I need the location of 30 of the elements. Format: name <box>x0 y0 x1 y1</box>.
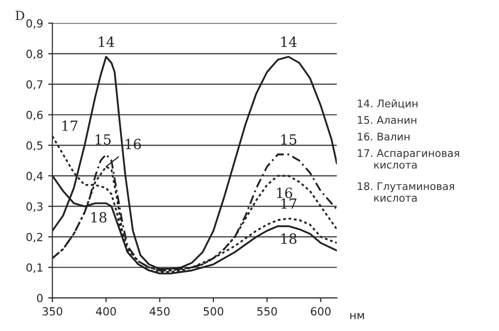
text: 14. Лейцин <box>358 99 418 109</box>
x-tick-label: 600 <box>310 307 331 316</box>
y-tick-label: 0,8 <box>26 50 43 60</box>
series-label: 16 <box>277 188 292 198</box>
x-tick-label: 400 <box>96 307 116 316</box>
x-tick-label: 450 <box>150 307 170 316</box>
y-tick-label: 0,7 <box>26 80 42 90</box>
text: 17. Аспарагиновая кислота <box>358 149 460 169</box>
y-tick-label: 0,1 <box>26 263 42 273</box>
text: 15. Аланин <box>358 116 416 124</box>
text: 17 <box>62 120 78 131</box>
x-axis-title: нм <box>350 313 364 320</box>
text: 16. Валин <box>358 132 410 140</box>
x-tick-label: 500 <box>204 307 224 316</box>
y-tick-label: 0,5 <box>26 141 42 151</box>
y-tick-label: 0,9 <box>26 19 43 29</box>
text: 18. Глутаминовая кислота <box>358 182 454 202</box>
series-label: 14 <box>281 36 297 47</box>
y-tick-label: 0,6 <box>26 110 43 120</box>
y-axis-title: D <box>16 10 24 20</box>
y-tick-label: 0,3 <box>26 202 42 212</box>
x-tick-label: 550 <box>257 307 277 316</box>
text: 14 <box>98 36 114 47</box>
text: 15 <box>96 134 111 145</box>
text: 18 <box>91 212 106 223</box>
y-tick-label: 0 <box>37 294 43 302</box>
x-tick-label: 350 <box>42 307 62 316</box>
series-label: 15 <box>281 134 296 145</box>
y-tick-label: 0,2 <box>26 232 42 242</box>
y-tick-label: 0,4 <box>26 172 43 182</box>
